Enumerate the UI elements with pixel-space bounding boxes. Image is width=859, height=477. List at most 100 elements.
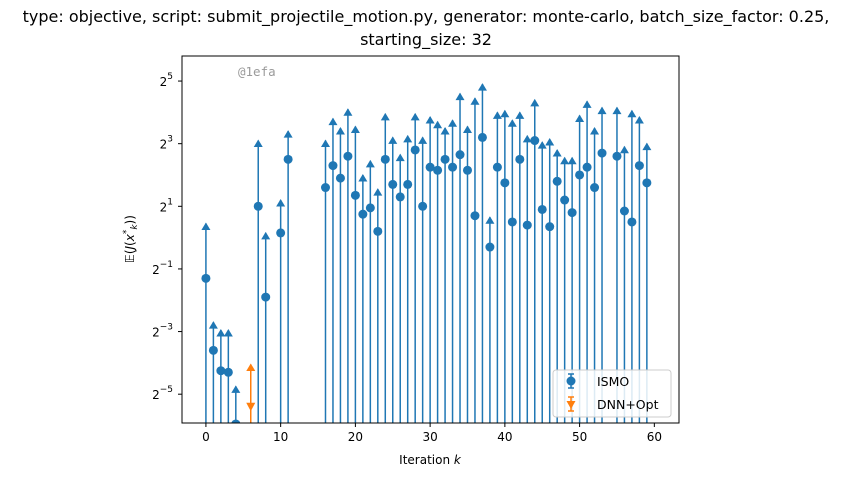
x-axis-label-text: Iteration <box>399 453 454 467</box>
arrow-ismo-31 <box>485 216 495 224</box>
point-ismo-26 <box>448 162 458 172</box>
arrow-ismo-45 <box>590 127 600 135</box>
point-ismo-15 <box>365 203 375 213</box>
arrow-ismo-19 <box>395 153 405 162</box>
point-ismo-38 <box>537 204 547 214</box>
arrow-ismo-2 <box>216 328 226 337</box>
arrow-ismo-43 <box>575 114 585 122</box>
y-tick-label--5: 2−5 <box>152 385 173 402</box>
point-ismo-50 <box>634 161 644 171</box>
point-ismo-6 <box>261 292 271 302</box>
arrow-ismo-5 <box>253 139 263 148</box>
point-ismo-32 <box>492 162 502 172</box>
chart-subtitle: starting_size: 32 <box>360 30 492 50</box>
arrow-ismo-12 <box>343 108 353 116</box>
arrow-ismo-25 <box>440 127 450 135</box>
point-ismo-47 <box>612 151 622 161</box>
point-ismo-7 <box>276 228 286 238</box>
arrow-ismo-1 <box>208 321 218 329</box>
y-tick-label--1: 2−1 <box>152 260 173 277</box>
x-tick-label-10: 10 <box>273 430 288 444</box>
arrow-ismo-9 <box>320 139 330 148</box>
point-ismo-3 <box>223 367 233 377</box>
plot-area <box>201 83 652 423</box>
legend-entry-ismo: ISMO <box>566 373 629 389</box>
point-ismo-39 <box>545 222 555 232</box>
arrow-ismo-35 <box>515 111 525 119</box>
arrow-ismo-39 <box>545 137 555 146</box>
arrow-ismo-29 <box>470 97 480 105</box>
x-tick-label-60: 60 <box>647 430 662 444</box>
arrow-ismo-49 <box>627 109 637 118</box>
point-ismo-16 <box>373 226 383 236</box>
point-ismo-42 <box>567 208 577 218</box>
arrow-ismo-6 <box>261 231 271 240</box>
arrow-ismo-13 <box>350 125 360 133</box>
point-ismo-0 <box>201 273 211 283</box>
y-tick-label-3: 23 <box>160 135 173 152</box>
point-ismo-30 <box>477 132 487 142</box>
arrow-ismo-28 <box>462 125 472 133</box>
y-tick-label-5: 25 <box>160 72 173 89</box>
arrow-ismo-42 <box>567 156 577 165</box>
arrow-ismo-40 <box>552 148 562 157</box>
point-ismo-23 <box>425 162 435 172</box>
point-ismo-33 <box>500 178 510 188</box>
arrow-ismo-23 <box>425 116 435 124</box>
point-ismo-19 <box>395 192 405 202</box>
x-tick-label-40: 40 <box>497 430 512 444</box>
point-ismo-41 <box>560 195 570 205</box>
point-ismo-12 <box>343 151 353 161</box>
point-ismo-25 <box>440 154 450 164</box>
point-ismo-13 <box>350 190 360 200</box>
arrow-ismo-34 <box>507 119 517 127</box>
arrow-ismo-18 <box>388 136 398 144</box>
legend-label-ismo: ISMO <box>597 374 629 389</box>
y-axis-label-text: 𝔼(J(x*k)) <box>122 215 140 263</box>
arrow-ismo-8 <box>283 130 293 138</box>
arrow-ismo-38 <box>537 141 547 149</box>
arrow-ismo-22 <box>418 136 428 144</box>
point-dnn-opt-0 <box>246 402 256 412</box>
arrow-ismo-36 <box>522 134 532 143</box>
arrow-ismo-21 <box>410 112 420 121</box>
point-ismo-36 <box>522 220 532 230</box>
arrow-ismo-33 <box>500 109 510 118</box>
point-ismo-11 <box>335 173 345 183</box>
arrow-ismo-11 <box>335 127 345 135</box>
legend-label-dnn-opt: DNN+Opt <box>597 397 659 412</box>
x-tick-label-20: 20 <box>348 430 363 444</box>
point-ismo-18 <box>388 179 398 189</box>
legend-dnn-opt-marker <box>566 401 576 409</box>
legend-box <box>552 369 672 418</box>
point-ismo-49 <box>627 217 637 227</box>
point-ismo-10 <box>328 161 338 171</box>
arrow-ismo-16 <box>373 188 383 196</box>
arrow-ismo-51 <box>642 142 652 151</box>
legend-ismo-marker <box>566 376 576 386</box>
point-ismo-44 <box>582 162 592 172</box>
arrow-ismo-7 <box>276 199 286 207</box>
point-ismo-21 <box>410 145 420 155</box>
point-ismo-34 <box>507 217 517 227</box>
arrow-ismo-37 <box>530 98 540 107</box>
point-ismo-9 <box>320 183 330 193</box>
x-axis-label: Iteration k <box>399 453 462 467</box>
arrow-ismo-20 <box>403 134 413 143</box>
point-ismo-46 <box>597 148 607 158</box>
arrow-ismo-3 <box>223 328 233 337</box>
point-ismo-35 <box>515 154 525 164</box>
point-ismo-27 <box>455 150 465 160</box>
arrow-ismo-17 <box>380 112 390 121</box>
x-tick-label-50: 50 <box>572 430 587 444</box>
arrow-ismo-4 <box>231 385 241 393</box>
point-ismo-14 <box>358 209 368 219</box>
arrow-ismo-14 <box>358 173 368 182</box>
arrow-ismo-41 <box>560 156 570 165</box>
watermark-text: @1efa <box>238 64 276 79</box>
arrow-ismo-0 <box>201 222 211 231</box>
arrow-ismo-32 <box>492 111 502 119</box>
point-ismo-5 <box>253 201 263 211</box>
point-ismo-17 <box>380 154 390 164</box>
point-ismo-2 <box>216 366 226 376</box>
